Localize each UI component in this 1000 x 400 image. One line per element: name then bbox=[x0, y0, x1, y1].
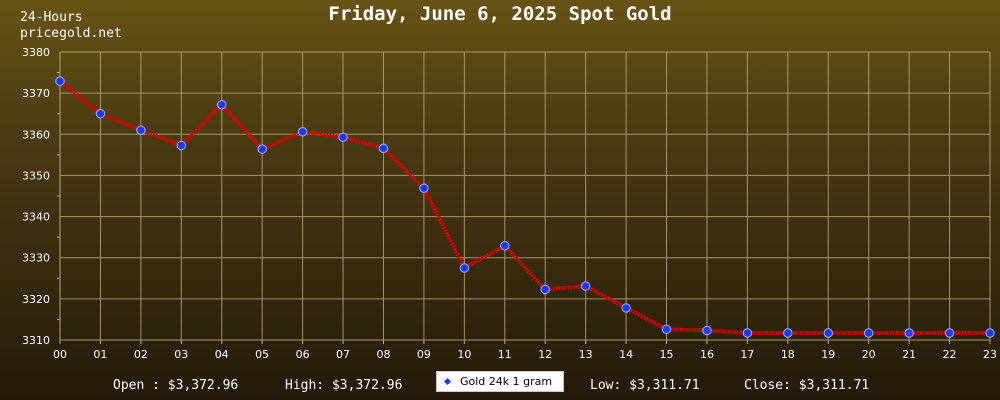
series-line bbox=[58, 79, 990, 335]
high-price: High: $3,372.96 bbox=[285, 378, 403, 393]
close-price: Close: $3,311.71 bbox=[744, 378, 870, 393]
data-point bbox=[500, 241, 510, 251]
data-point bbox=[95, 109, 106, 119]
data-point bbox=[297, 127, 308, 137]
y-tick-label: 3330 bbox=[22, 252, 50, 265]
x-tick-label: 09 bbox=[417, 348, 431, 361]
x-tick-label: 06 bbox=[296, 348, 310, 361]
chart-grid bbox=[59, 51, 991, 341]
chart-legend: Gold 24k 1 gram bbox=[436, 371, 564, 392]
period-label: 24-Hours bbox=[20, 10, 83, 25]
data-point bbox=[378, 143, 389, 153]
x-tick-label: 22 bbox=[943, 348, 957, 361]
data-point bbox=[742, 328, 753, 338]
y-tick-label: 3320 bbox=[22, 293, 50, 306]
x-tick-label: 13 bbox=[579, 348, 593, 361]
data-point bbox=[419, 183, 429, 193]
data-point bbox=[621, 303, 631, 313]
x-tick-label: 02 bbox=[134, 348, 148, 361]
data-point bbox=[702, 325, 712, 336]
x-tick-label: 21 bbox=[902, 348, 916, 361]
chart-axes: 3310 3320 3330 3340 3350 3360 3370 3380 00 01 02 03… bbox=[22, 46, 997, 361]
x-tick-label: 05 bbox=[255, 348, 269, 361]
x-tick-label: 15 bbox=[660, 348, 674, 361]
data-point bbox=[257, 144, 267, 154]
x-tick-label: 18 bbox=[781, 348, 795, 361]
data-point bbox=[338, 132, 348, 142]
x-tick-label: 19 bbox=[821, 348, 835, 361]
y-tick-label: 3350 bbox=[22, 169, 50, 182]
data-point bbox=[580, 281, 591, 291]
x-tick-label: 14 bbox=[619, 348, 633, 361]
data-point bbox=[136, 125, 146, 135]
data-point bbox=[904, 328, 914, 338]
data-point bbox=[217, 99, 227, 110]
y-tick-label: 3380 bbox=[22, 46, 50, 59]
open-price: Open : $3,372.96 bbox=[113, 378, 239, 393]
x-tick-label: 01 bbox=[93, 348, 107, 361]
x-tick-label: 03 bbox=[174, 348, 188, 361]
data-point bbox=[459, 263, 470, 273]
x-tick-label: 08 bbox=[376, 348, 390, 361]
y-tick-label: 3360 bbox=[22, 128, 50, 141]
data-point bbox=[863, 328, 874, 338]
site-label: pricegold.net bbox=[20, 26, 122, 41]
x-tick-label: 16 bbox=[700, 348, 714, 361]
chart-series bbox=[55, 76, 995, 338]
data-point bbox=[540, 284, 550, 295]
data-point bbox=[176, 140, 187, 151]
y-tick-label: 3340 bbox=[22, 211, 50, 224]
data-point bbox=[783, 328, 793, 338]
x-tick-label: 11 bbox=[498, 348, 512, 361]
chart-title: Friday, June 6, 2025 Spot Gold bbox=[328, 3, 672, 25]
low-price: Low: $3,311.71 bbox=[590, 378, 700, 393]
legend-label: Gold 24k 1 gram bbox=[460, 375, 553, 388]
data-point bbox=[55, 76, 65, 86]
data-point bbox=[944, 328, 955, 338]
x-tick-label: 20 bbox=[862, 348, 876, 361]
x-tick-label: 07 bbox=[336, 348, 350, 361]
x-tick-label: 00 bbox=[53, 348, 67, 361]
x-tick-label: 10 bbox=[457, 348, 471, 361]
data-point bbox=[823, 328, 833, 338]
x-tick-label: 17 bbox=[740, 348, 754, 361]
legend-marker-icon bbox=[443, 377, 452, 386]
y-tick-label: 3310 bbox=[22, 334, 50, 347]
y-tick-label: 3370 bbox=[22, 87, 50, 100]
data-point bbox=[661, 324, 672, 335]
x-tick-label: 04 bbox=[215, 348, 229, 361]
x-tick-label: 23 bbox=[983, 348, 997, 361]
x-tick-label: 12 bbox=[538, 348, 552, 361]
data-point bbox=[985, 328, 995, 338]
